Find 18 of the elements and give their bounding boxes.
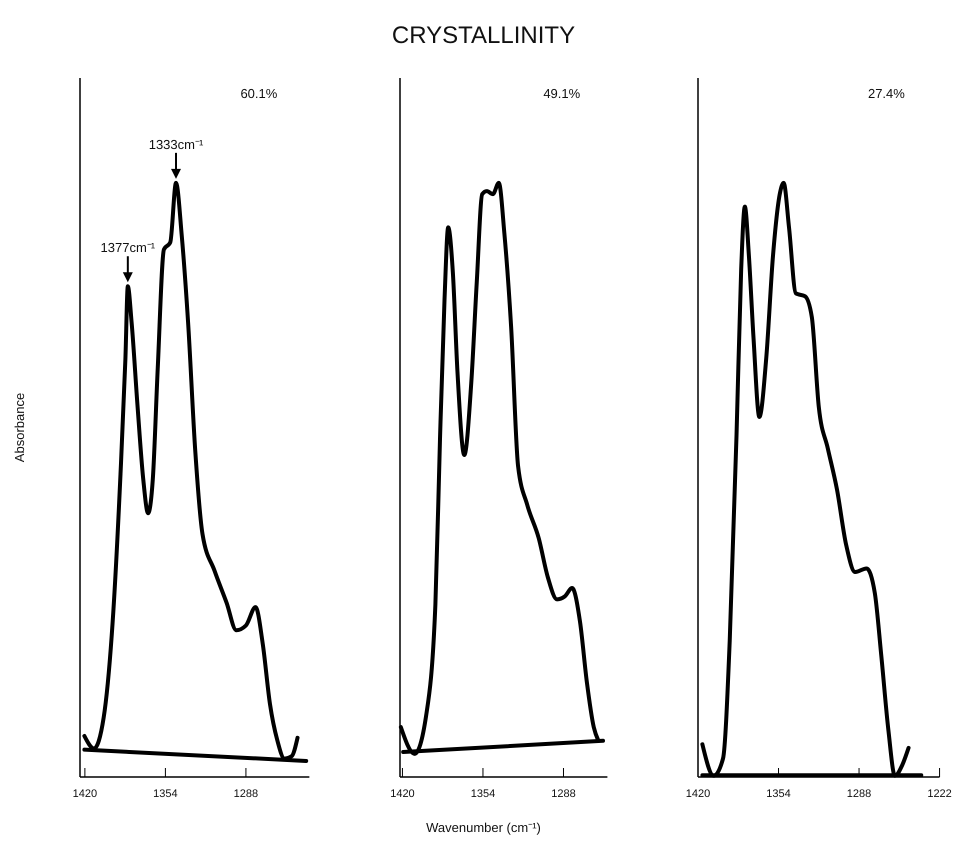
y-axis-title: Absorbance bbox=[12, 392, 27, 462]
x-tick-label: 1420 bbox=[72, 788, 98, 800]
x-tick-label: 1288 bbox=[234, 788, 258, 800]
text: 60.1% bbox=[240, 86, 278, 101]
x-tick-label: 1354 bbox=[470, 788, 496, 800]
x-axis-title: Wavenumber (cm⁻¹) bbox=[426, 820, 541, 835]
x-tick-label: 1288 bbox=[551, 788, 576, 800]
annotation: 1377cm⁻¹ bbox=[100, 240, 156, 256]
x-tick-label: 1288 bbox=[846, 788, 872, 800]
x-tick-label: 1420 bbox=[390, 788, 415, 800]
x-tick-label: 1354 bbox=[153, 788, 178, 800]
chart-title: CRYSTALLINITY bbox=[392, 22, 576, 49]
annotation: 1333cm⁻¹ bbox=[148, 136, 204, 152]
x-tick-label: 1354 bbox=[766, 788, 791, 800]
x-tick-label: 1420 bbox=[686, 788, 710, 800]
x-tick-label: 1222 bbox=[927, 788, 952, 800]
text: 49.1% bbox=[543, 86, 581, 101]
text: 27.4% bbox=[868, 86, 906, 101]
